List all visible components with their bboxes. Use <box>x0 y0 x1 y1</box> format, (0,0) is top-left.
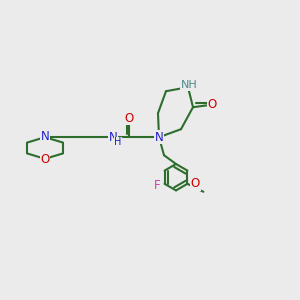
Text: NH: NH <box>181 80 197 90</box>
Text: F: F <box>154 179 161 192</box>
Text: N: N <box>154 131 164 144</box>
Text: O: O <box>124 112 134 125</box>
Text: N: N <box>109 131 117 144</box>
Text: N: N <box>40 130 50 143</box>
Text: O: O <box>40 153 50 166</box>
Text: O: O <box>191 177 200 190</box>
Text: O: O <box>207 98 217 111</box>
Text: H: H <box>114 137 122 147</box>
